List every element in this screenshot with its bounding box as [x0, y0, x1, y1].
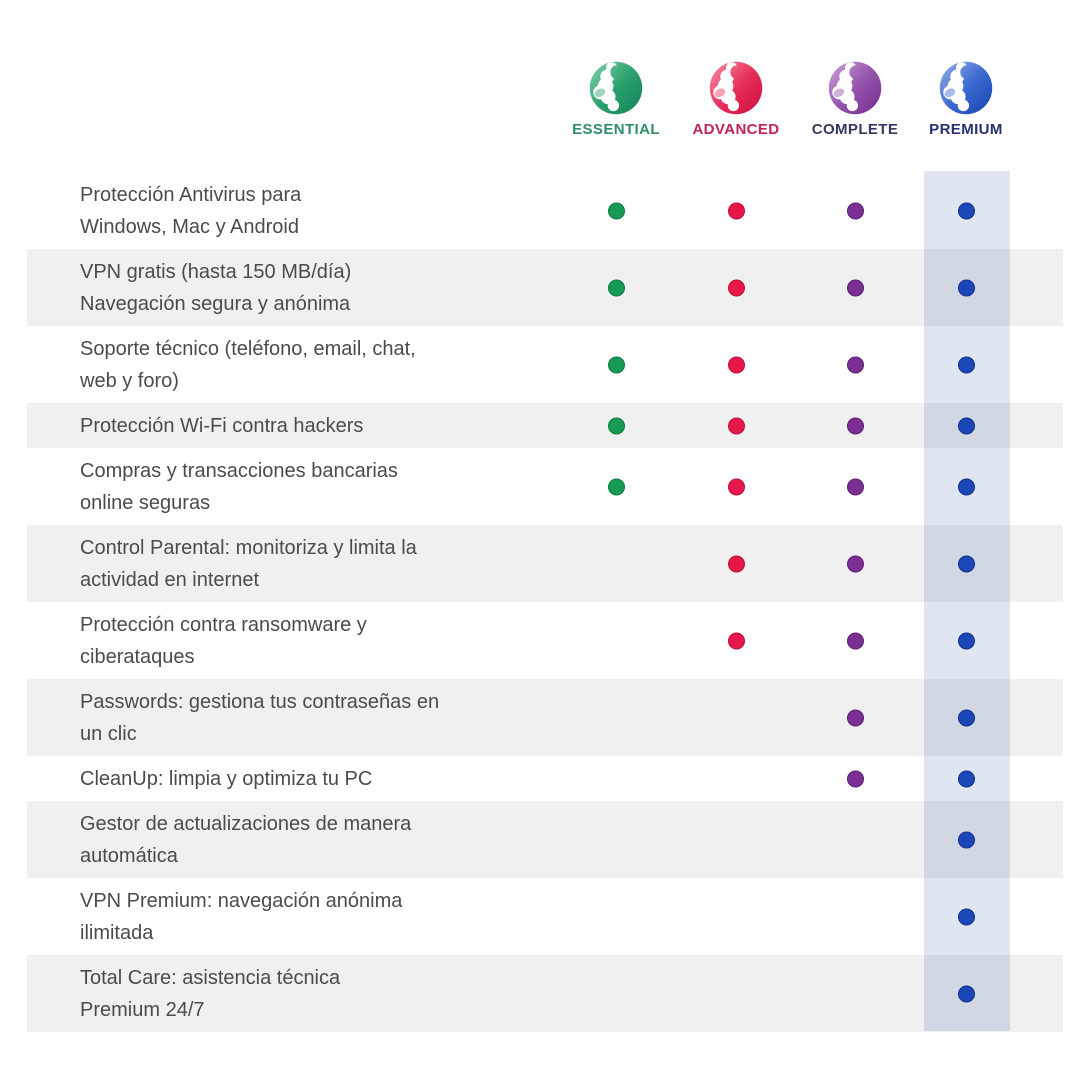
feature-label: Total Care: asistencia técnica Premium 2…: [80, 966, 341, 1021]
plan-name-label: PREMIUM: [929, 121, 1003, 138]
included-dot-premium: [957, 770, 975, 787]
table-row: Protección Wi-Fi contra hackers: [27, 403, 1063, 448]
feature-label: VPN Premium: navegación anónima ilimitad…: [80, 889, 403, 944]
included-dot-complete: [846, 417, 864, 434]
included-dot-essential: [607, 279, 625, 296]
table-row: Total Care: asistencia técnica Premium 2…: [27, 955, 1063, 1032]
table-row: Protección Antivirus para Windows, Mac y…: [27, 172, 1063, 249]
included-dot-essential: [607, 478, 625, 495]
included-dot-complete: [846, 356, 864, 373]
table-row: VPN gratis (hasta 150 MB/día) Navegación…: [27, 249, 1063, 326]
included-dot-premium: [957, 908, 975, 925]
included-dot-complete: [846, 202, 864, 219]
included-dot-essential: [607, 417, 625, 434]
plan-header-advanced: ADVANCED: [678, 60, 794, 139]
feature-label: Compras y transacciones bancarias online…: [80, 459, 398, 514]
included-dot-advanced: [727, 356, 745, 373]
included-dot-advanced: [727, 478, 745, 495]
panda-logo-icon: [828, 61, 882, 115]
included-dot-essential: [607, 356, 625, 373]
feature-label: Soporte técnico (teléfono, email, chat, …: [80, 337, 416, 392]
panda-logo-icon: [589, 61, 643, 115]
included-dot-advanced: [727, 202, 745, 219]
table-row: Protección contra ransomware y ciberataq…: [27, 602, 1063, 679]
included-dot-premium: [957, 555, 975, 572]
plan-headers: ESSENTIAL ADVANCED: [0, 0, 1079, 172]
plan-header-essential: ESSENTIAL: [558, 60, 674, 139]
included-dot-premium: [957, 356, 975, 373]
feature-label: Protección Wi-Fi contra hackers: [80, 414, 364, 437]
feature-label: CleanUp: limpia y optimiza tu PC: [80, 767, 373, 790]
plan-name-label: ESSENTIAL: [572, 121, 660, 138]
plan-header-premium: PREMIUM: [908, 60, 1024, 139]
table-row: Control Parental: monitoriza y limita la…: [27, 525, 1063, 602]
included-dot-advanced: [727, 279, 745, 296]
feature-label: Protección Antivirus para Windows, Mac y…: [80, 183, 302, 238]
included-dot-premium: [957, 202, 975, 219]
table-row: CleanUp: limpia y optimiza tu PC: [27, 756, 1063, 801]
included-dot-advanced: [727, 417, 745, 434]
panda-logo-icon: [939, 61, 993, 115]
table-row: Gestor de actualizaciones de manera auto…: [27, 801, 1063, 878]
feature-label: Protección contra ransomware y ciberataq…: [80, 613, 367, 668]
included-dot-premium: [957, 417, 975, 434]
included-dot-premium: [957, 831, 975, 848]
feature-label: VPN gratis (hasta 150 MB/día) Navegación…: [80, 260, 352, 315]
included-dot-complete: [846, 478, 864, 495]
table-row: Soporte técnico (teléfono, email, chat, …: [27, 326, 1063, 403]
included-dot-advanced: [727, 555, 745, 572]
plan-header-complete: COMPLETE: [797, 60, 913, 139]
table-row: Compras y transacciones bancarias online…: [27, 448, 1063, 525]
included-dot-complete: [846, 709, 864, 726]
panda-logo-icon: [709, 61, 763, 115]
included-dot-premium: [957, 279, 975, 296]
included-dot-advanced: [727, 632, 745, 649]
included-dot-complete: [846, 555, 864, 572]
included-dot-premium: [957, 985, 975, 1002]
plan-name-label: ADVANCED: [692, 121, 780, 138]
feature-table: Protección Antivirus para Windows, Mac y…: [27, 172, 1063, 1032]
included-dot-premium: [957, 478, 975, 495]
plan-name-label: COMPLETE: [811, 121, 899, 138]
feature-label: Control Parental: monitoriza y limita la…: [80, 536, 417, 591]
included-dot-complete: [846, 632, 864, 649]
included-dot-premium: [957, 709, 975, 726]
included-dot-premium: [957, 632, 975, 649]
feature-label: Passwords: gestiona tus contraseñas en u…: [80, 690, 440, 745]
included-dot-complete: [846, 770, 864, 787]
included-dot-complete: [846, 279, 864, 296]
feature-label: Gestor de actualizaciones de manera auto…: [80, 812, 412, 867]
table-row: Passwords: gestiona tus contraseñas en u…: [27, 679, 1063, 756]
included-dot-essential: [607, 202, 625, 219]
table-row: VPN Premium: navegación anónima ilimitad…: [27, 878, 1063, 955]
